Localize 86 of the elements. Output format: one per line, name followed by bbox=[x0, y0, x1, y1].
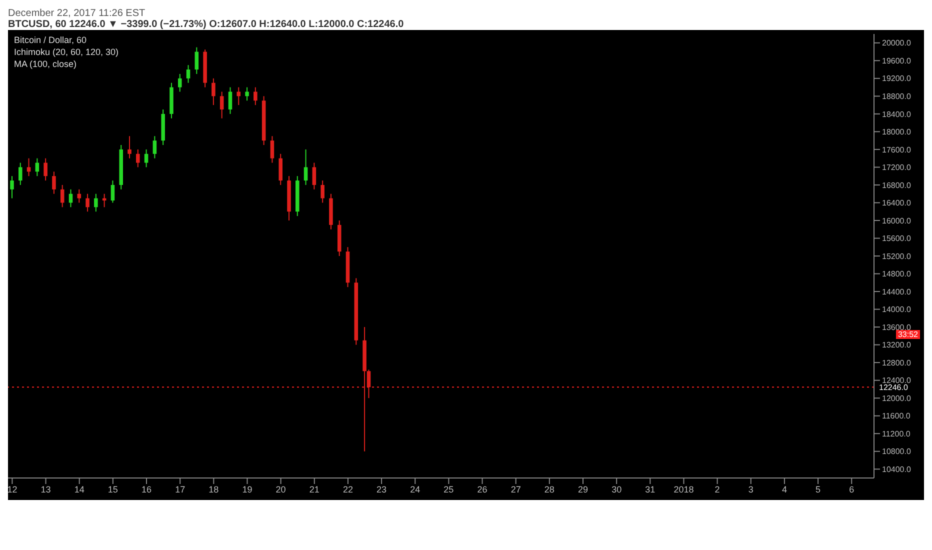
x-tick-label: 16 bbox=[141, 484, 152, 494]
x-tick-label: 15 bbox=[108, 484, 118, 494]
y-tick-label: 14400.0 bbox=[882, 287, 912, 296]
x-tick-label: 27 bbox=[510, 484, 521, 494]
x-tick-label: 6 bbox=[849, 484, 854, 494]
x-tick-label: 22 bbox=[342, 484, 353, 494]
chart-subtitle: Bitcoin / Dollar, 60 bbox=[14, 34, 88, 46]
y-tick-label: 11200.0 bbox=[882, 429, 911, 438]
candlestick bbox=[44, 158, 48, 182]
candlestick bbox=[228, 86, 232, 114]
text: December 22, 2017 11:26 EST bbox=[8, 8, 146, 19]
x-tick-label: 2018 bbox=[674, 484, 694, 494]
ref-line-label: 12246.0 bbox=[879, 383, 908, 392]
candlestick bbox=[212, 78, 216, 106]
x-tick-label: 23 bbox=[376, 484, 387, 494]
candlestick bbox=[136, 148, 140, 168]
x-tick-label: 3 bbox=[748, 484, 754, 494]
annotation: MA (100, close) bbox=[14, 58, 78, 70]
x-tick-label: 17 bbox=[175, 484, 186, 494]
text: 33:52 bbox=[896, 330, 920, 339]
candlestick bbox=[52, 171, 56, 194]
candlestick bbox=[77, 188, 82, 204]
y-tick-label: 16800.0 bbox=[882, 180, 912, 190]
candlestick bbox=[18, 162, 22, 186]
candlestick bbox=[178, 73, 182, 92]
candlestick bbox=[220, 91, 224, 119]
x-tick-label: 24 bbox=[410, 484, 420, 494]
candlestick bbox=[152, 136, 157, 159]
y-tick-label: 14800.0 bbox=[882, 270, 912, 279]
candlestick bbox=[144, 148, 148, 168]
x-tick-label: 28 bbox=[544, 484, 554, 494]
y-tick-label: 14000.0 bbox=[882, 305, 912, 314]
y-tick-label: 10400.0 bbox=[882, 464, 912, 474]
y-tick-label: 16400.0 bbox=[882, 198, 912, 208]
y-tick-label: 12000.0 bbox=[882, 394, 912, 403]
y-tick-label: 17600.0 bbox=[882, 145, 912, 154]
y-tick-label: 15200.0 bbox=[882, 252, 912, 261]
chart-title: BTCUSD, 60 12246.0 ▼ −3399.0 (−21.73%) O:12607.0 H:12640.0 L:12000.0 C:12246.0 bbox=[8, 19, 405, 30]
annotation: Ichimoku (20, 60, 120, 30) bbox=[14, 46, 119, 58]
candlestick bbox=[128, 136, 132, 159]
x-tick-label: 20 bbox=[276, 484, 286, 494]
y-tick-label: 17200.0 bbox=[882, 163, 912, 172]
x-tick-label: 4 bbox=[782, 484, 787, 494]
x-tick-label: 29 bbox=[578, 484, 588, 494]
x-tick-label: 14 bbox=[74, 484, 84, 494]
candlestick bbox=[304, 148, 308, 186]
y-tick-label: 12800.0 bbox=[882, 358, 912, 368]
x-tick-label: 12 bbox=[7, 484, 18, 494]
candlestick bbox=[86, 193, 90, 212]
y-tick-label: 16000.0 bbox=[882, 216, 912, 226]
candlestick bbox=[320, 180, 324, 204]
x-tick-label: 5 bbox=[816, 484, 821, 494]
candlestick bbox=[254, 86, 258, 106]
candlestick bbox=[245, 86, 249, 102]
x-tick-label: 18 bbox=[208, 484, 219, 494]
y-tick-label: 19600.0 bbox=[882, 56, 912, 66]
y-tick-label: 19200.0 bbox=[882, 74, 912, 84]
y-tick-label: 15600.0 bbox=[882, 234, 912, 244]
x-tick-label: 19 bbox=[242, 484, 252, 494]
y-tick-label: 11600.0 bbox=[882, 412, 911, 421]
candlestick bbox=[236, 86, 241, 106]
y-tick-label: 20000.0 bbox=[882, 38, 912, 48]
x-tick-label: 31 bbox=[645, 484, 656, 494]
x-tick-label: 25 bbox=[444, 484, 454, 494]
x-tick-label: 30 bbox=[612, 484, 622, 494]
y-tick-label: 13200.0 bbox=[882, 340, 912, 350]
x-tick-label: 2 bbox=[714, 484, 720, 494]
y-tick-label: 18000.0 bbox=[882, 128, 912, 137]
y-tick-label: 10800.0 bbox=[882, 447, 912, 456]
y-tick-label: 18800.0 bbox=[882, 92, 912, 101]
candlestick bbox=[278, 153, 282, 186]
candlestick bbox=[186, 64, 190, 84]
y-tick-label: 12400.0 bbox=[882, 376, 912, 386]
candlestick bbox=[194, 46, 199, 74]
candlestick bbox=[110, 180, 115, 204]
candlestick bbox=[26, 158, 31, 177]
candlestick bbox=[270, 136, 274, 164]
candlestick bbox=[10, 176, 14, 199]
x-tick-label: 21 bbox=[309, 484, 320, 494]
y-tick-label: 18400.0 bbox=[882, 110, 912, 119]
x-tick-label: 26 bbox=[477, 484, 488, 494]
candlestick bbox=[60, 184, 64, 208]
x-tick-label: 13 bbox=[40, 484, 51, 494]
candlestick bbox=[94, 193, 98, 212]
y-tick-label: 13600.0 bbox=[882, 322, 912, 332]
candlestick bbox=[312, 162, 316, 190]
